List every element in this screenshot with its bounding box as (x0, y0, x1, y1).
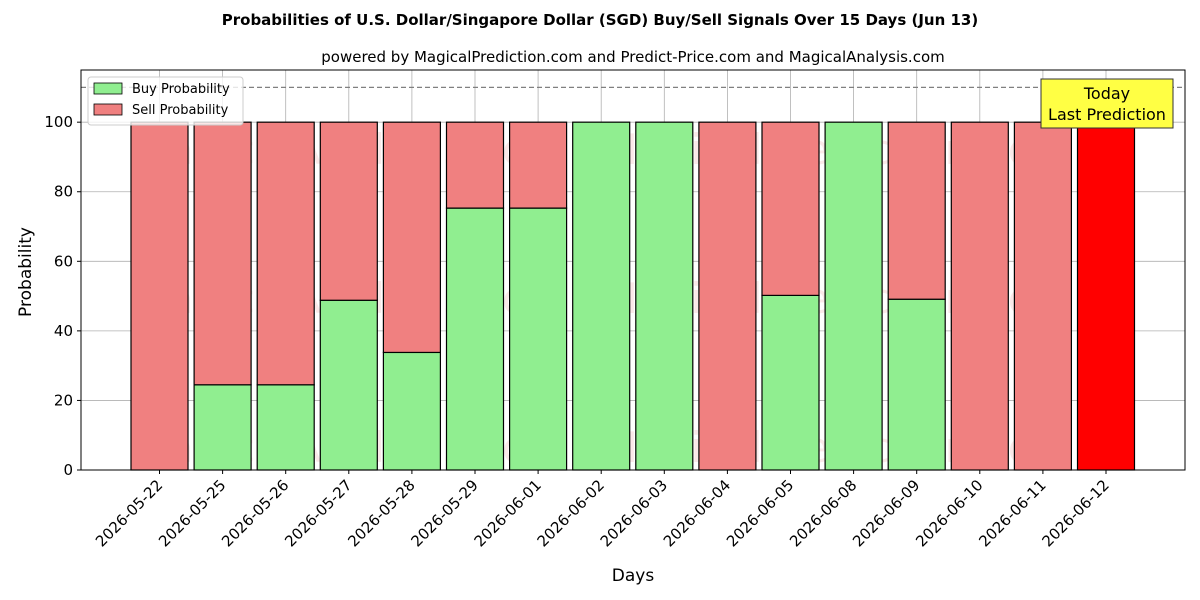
today-annotation: Today Last Prediction (1040, 78, 1174, 129)
y-tick-label: 20 (54, 391, 73, 409)
x-tick-label: 2026-06-10 (912, 476, 986, 550)
y-axis: 0 20 40 60 80 100 (44, 113, 81, 479)
x-tick-label: 2026-06-01 (471, 476, 545, 550)
x-axis: 2026-05-222026-05-252026-05-262026-05-27… (92, 470, 1113, 550)
x-tick-label: 2026-05-26 (218, 476, 292, 550)
legend-swatch-sell (93, 103, 123, 116)
x-tick-label: 2026-06-02 (534, 476, 608, 550)
bar-buy (509, 207, 568, 471)
bar-sell (509, 121, 568, 209)
y-tick-label: 80 (54, 183, 73, 201)
bar-sell (130, 121, 189, 471)
annotation-box (1040, 78, 1174, 129)
bar-sell (445, 121, 505, 209)
annotation-line-2: Last Prediction (1048, 105, 1166, 124)
x-tick-label: 2026-06-04 (660, 476, 734, 550)
x-tick-label: 2026-06-12 (1038, 476, 1112, 550)
plot-frame (80, 69, 1186, 471)
y-tick-label: 0 (63, 461, 73, 479)
bar-sell (1013, 121, 1073, 471)
x-tick-label: 2026-05-28 (344, 476, 418, 550)
x-tick-label: 2026-06-03 (597, 476, 671, 550)
x-tick-label: 2026-05-22 (92, 476, 166, 550)
bar-buy (445, 207, 505, 471)
bar-buy (635, 121, 694, 471)
x-tick-label: 2026-06-05 (723, 476, 797, 550)
bars (130, 121, 1136, 471)
y-tick-label: 40 (54, 322, 73, 340)
bar-sell (1076, 121, 1136, 471)
bar-sell (887, 121, 946, 300)
bar-buy (887, 298, 946, 471)
bar-sell (382, 121, 441, 354)
y-tick-label: 60 (54, 252, 73, 270)
bar-buy (761, 294, 820, 471)
x-tick-label: 2026-05-25 (155, 476, 229, 550)
bar-buy (193, 384, 252, 471)
x-axis-label: Days (612, 566, 655, 586)
annotation-line-1: Today (1083, 84, 1130, 103)
chart-subtitle: powered by MagicalPrediction.com and Pre… (321, 48, 945, 66)
legend-label-buy: Buy Probability (132, 82, 230, 97)
legend-label-sell: Sell Probability (132, 103, 229, 118)
x-tick-label: 2026-06-09 (849, 476, 923, 550)
y-tick-label: 100 (44, 113, 73, 131)
bar-buy (319, 299, 378, 471)
bar-sell (319, 121, 378, 301)
bar-sell (256, 121, 315, 386)
bar-buy (572, 121, 631, 471)
bar-sell (193, 121, 252, 386)
x-tick-label: 2026-06-08 (786, 476, 860, 550)
x-tick-label: 2026-06-11 (975, 476, 1049, 550)
legend-box (87, 76, 244, 126)
bar-sell (950, 121, 1009, 471)
x-tick-label: 2026-05-27 (281, 476, 355, 550)
chart-title: Probabilities of U.S. Dollar/Singapore D… (222, 11, 978, 29)
legend-swatch-buy (93, 82, 123, 95)
bar-buy (382, 351, 441, 471)
y-axis-label: Probability (16, 227, 36, 317)
bar-sell (698, 121, 757, 471)
legend: Buy Probability Sell Probability (87, 76, 244, 126)
bar-buy (824, 121, 883, 471)
bar-buy (256, 384, 315, 471)
x-tick-label: 2026-05-29 (407, 476, 481, 550)
bar-sell (761, 121, 820, 296)
